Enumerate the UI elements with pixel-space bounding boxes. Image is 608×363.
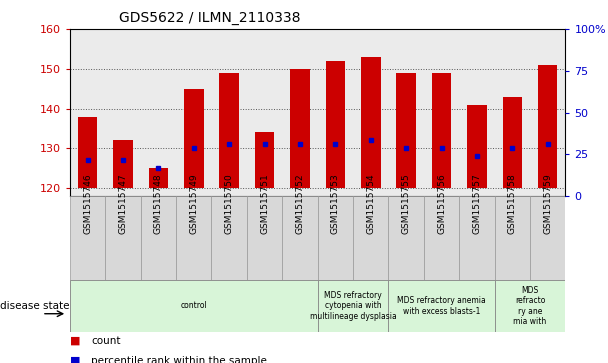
FancyBboxPatch shape [317, 196, 353, 280]
Bar [149, 168, 168, 188]
Text: GSM1515756: GSM1515756 [437, 173, 446, 234]
FancyBboxPatch shape [530, 196, 565, 280]
Bar [538, 65, 558, 188]
Bar [396, 73, 416, 188]
Text: MDS refractory anemia
with excess blasts-1: MDS refractory anemia with excess blasts… [397, 296, 486, 315]
Text: GSM1515757: GSM1515757 [472, 173, 482, 234]
Text: GSM1515750: GSM1515750 [225, 173, 233, 234]
Bar [255, 132, 274, 188]
Text: ■: ■ [70, 336, 80, 346]
FancyBboxPatch shape [353, 196, 389, 280]
Text: GDS5622 / ILMN_2110338: GDS5622 / ILMN_2110338 [119, 11, 300, 25]
Text: ■: ■ [70, 356, 80, 363]
Bar [467, 105, 486, 188]
Text: count: count [91, 336, 121, 346]
Bar [361, 57, 381, 188]
Text: disease state: disease state [0, 301, 69, 311]
Text: GSM1515748: GSM1515748 [154, 173, 163, 234]
Text: GSM1515758: GSM1515758 [508, 173, 517, 234]
FancyBboxPatch shape [212, 196, 247, 280]
FancyBboxPatch shape [389, 280, 495, 332]
FancyBboxPatch shape [459, 196, 495, 280]
Text: GSM1515759: GSM1515759 [543, 173, 552, 234]
Text: MDS refractory
cytopenia with
multilineage dysplasia: MDS refractory cytopenia with multilinea… [309, 291, 396, 321]
Bar [432, 73, 451, 188]
FancyBboxPatch shape [317, 280, 389, 332]
FancyBboxPatch shape [176, 196, 212, 280]
Bar [184, 89, 204, 188]
FancyBboxPatch shape [70, 280, 565, 332]
FancyBboxPatch shape [140, 196, 176, 280]
Text: MDS
refracto
ry ane
mia with: MDS refracto ry ane mia with [513, 286, 547, 326]
FancyBboxPatch shape [424, 196, 459, 280]
FancyBboxPatch shape [70, 196, 105, 280]
Bar [503, 97, 522, 188]
Text: GSM1515753: GSM1515753 [331, 173, 340, 234]
Bar [219, 73, 239, 188]
Text: GSM1515749: GSM1515749 [189, 173, 198, 234]
Text: control: control [181, 301, 207, 310]
Text: GSM1515746: GSM1515746 [83, 173, 92, 234]
Text: GSM1515752: GSM1515752 [295, 173, 305, 234]
Text: GSM1515754: GSM1515754 [366, 173, 375, 234]
FancyBboxPatch shape [389, 196, 424, 280]
Bar [78, 117, 97, 188]
Text: percentile rank within the sample: percentile rank within the sample [91, 356, 267, 363]
Bar [326, 61, 345, 188]
FancyBboxPatch shape [247, 196, 282, 280]
FancyBboxPatch shape [105, 196, 140, 280]
Text: GSM1515751: GSM1515751 [260, 173, 269, 234]
Bar [113, 140, 133, 188]
FancyBboxPatch shape [495, 196, 530, 280]
Bar [290, 69, 309, 188]
Text: GSM1515747: GSM1515747 [119, 173, 128, 234]
FancyBboxPatch shape [70, 280, 317, 332]
FancyBboxPatch shape [495, 280, 565, 332]
FancyBboxPatch shape [282, 196, 317, 280]
Text: GSM1515755: GSM1515755 [402, 173, 410, 234]
